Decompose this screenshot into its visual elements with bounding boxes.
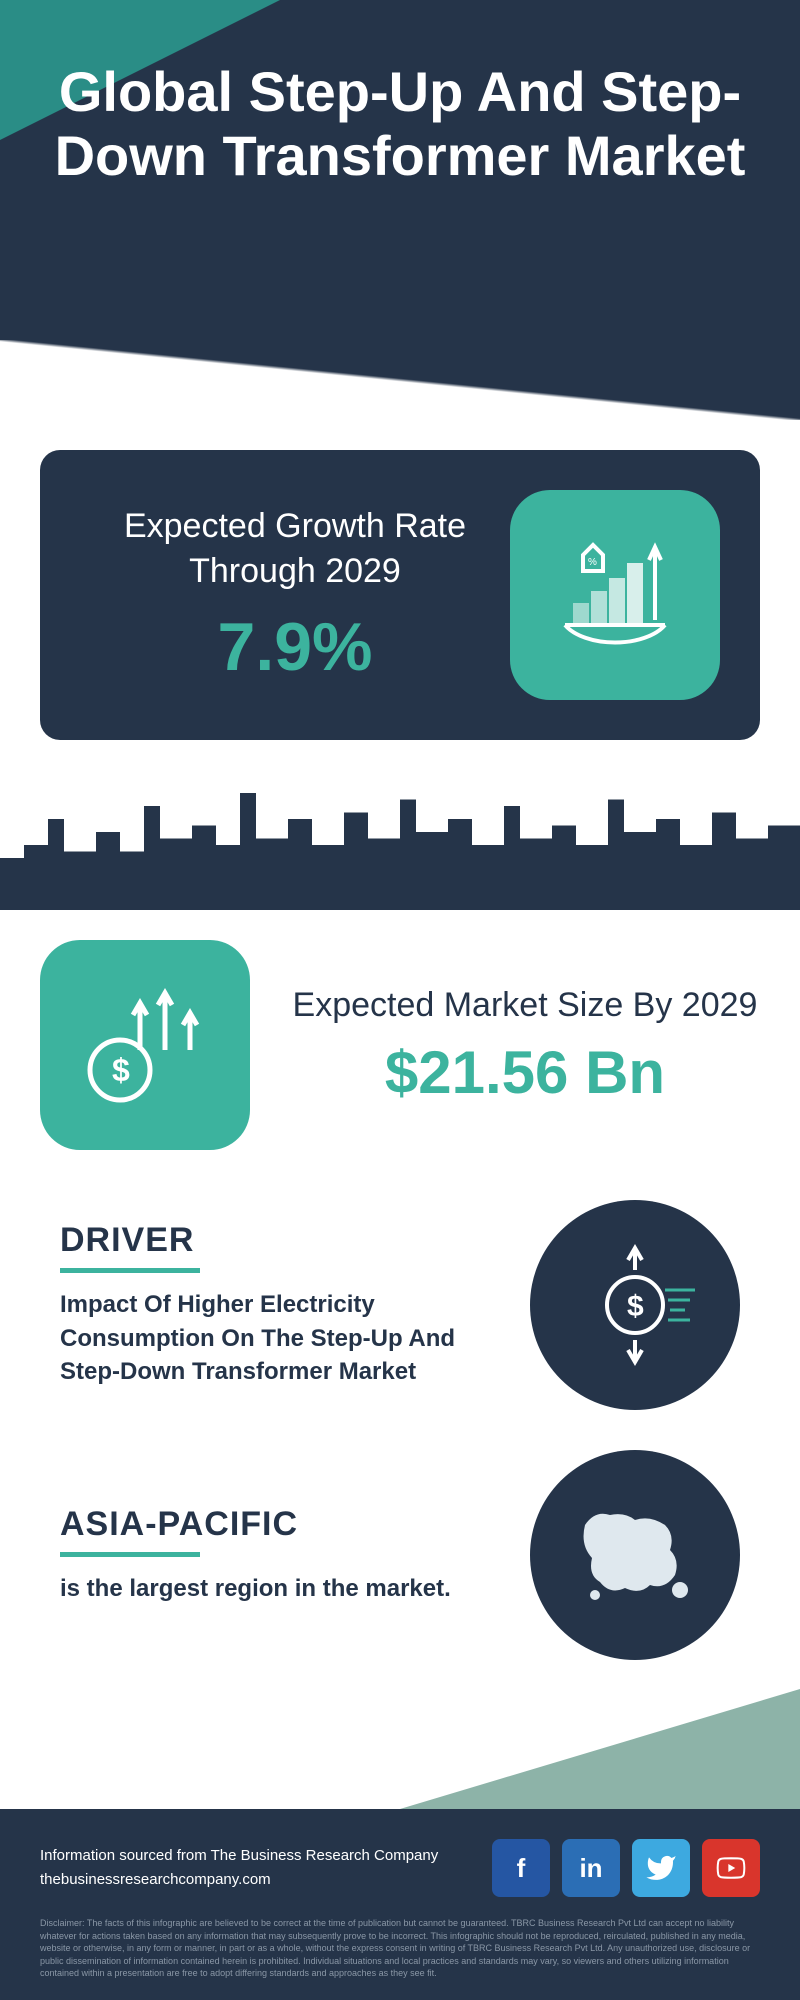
footer-top-row: Information sourced from The Business Re… [40, 1839, 760, 1897]
globe-map-icon [530, 1450, 740, 1660]
dollar-growth-icon: $ [40, 940, 250, 1150]
header-bottom-cut [0, 340, 800, 420]
city-skyline-silhouette [0, 780, 800, 910]
social-links: f in [492, 1839, 760, 1897]
market-size-text-block: Expected Market Size By 2029 $21.56 Bn [290, 983, 760, 1106]
driver-underline [60, 1268, 200, 1273]
twitter-icon[interactable] [632, 1839, 690, 1897]
svg-text:$: $ [627, 1290, 644, 1323]
driver-text-block: DRIVER Impact Of Higher Electricity Cons… [60, 1221, 490, 1389]
market-size-panel: $ Expected Market Size By 2029 $21.56 Bn [40, 940, 760, 1150]
source-attribution: Information sourced from The Business Re… [40, 1844, 438, 1892]
growth-chart-icon: % [510, 490, 720, 700]
page-title: Global Step-Up And Step-Down Transformer… [0, 0, 800, 189]
region-heading: ASIA-PACIFIC [60, 1505, 490, 1544]
region-section: ASIA-PACIFIC is the largest region in th… [60, 1450, 740, 1660]
header-panel: Global Step-Up And Step-Down Transformer… [0, 0, 800, 420]
region-body: is the largest region in the market. [60, 1572, 490, 1606]
money-cycle-icon: $ [530, 1200, 740, 1410]
linkedin-icon[interactable]: in [562, 1839, 620, 1897]
growth-label: Expected Growth Rate Through 2029 [80, 504, 510, 592]
driver-body: Impact Of Higher Electricity Consumption… [60, 1288, 490, 1389]
growth-value: 7.9% [80, 608, 510, 686]
region-text-block: ASIA-PACIFIC is the largest region in th… [60, 1505, 490, 1606]
youtube-icon[interactable] [702, 1839, 760, 1897]
driver-heading: DRIVER [60, 1221, 490, 1260]
disclaimer-text: Disclaimer: The facts of this infographi… [40, 1917, 760, 1980]
region-underline [60, 1552, 200, 1557]
svg-text:%: % [588, 557, 597, 568]
footer-accent-triangle [400, 1689, 800, 1809]
source-line-1: Information sourced from The Business Re… [40, 1844, 438, 1868]
driver-section: DRIVER Impact Of Higher Electricity Cons… [60, 1200, 740, 1410]
source-line-2: thebusinessresearchcompany.com [40, 1868, 438, 1892]
footer-panel: Information sourced from The Business Re… [0, 1809, 800, 2000]
market-size-label: Expected Market Size By 2029 [290, 983, 760, 1027]
svg-text:$: $ [112, 1052, 130, 1088]
growth-rate-panel: Expected Growth Rate Through 2029 7.9% % [40, 450, 760, 740]
growth-text-block: Expected Growth Rate Through 2029 7.9% [80, 504, 510, 685]
facebook-icon[interactable]: f [492, 1839, 550, 1897]
market-size-value: $21.56 Bn [290, 1038, 760, 1107]
